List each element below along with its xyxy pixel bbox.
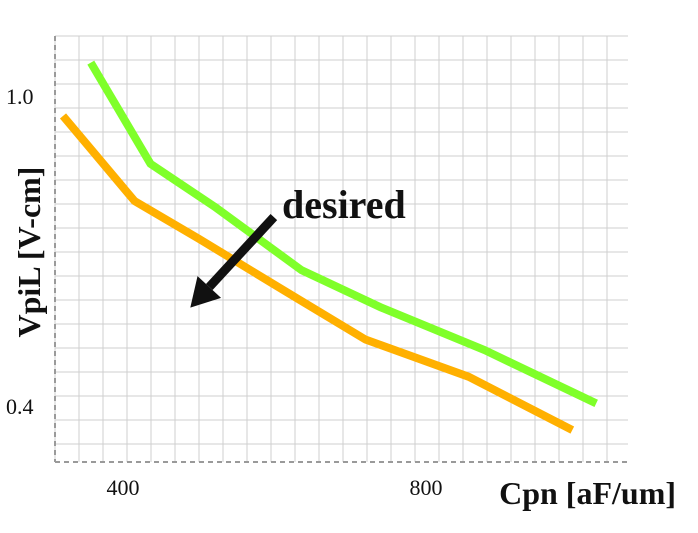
x-axis-title: Cpn [aF/um] — [499, 475, 676, 511]
desired-label: desired — [282, 182, 406, 227]
y-tick-label: 1.0 — [6, 84, 34, 109]
axis-layer — [54, 36, 628, 463]
series-layer — [59, 60, 598, 434]
desired-arrow-shaft — [205, 213, 278, 291]
y-axis-title: VpiL [V-cm] — [11, 167, 47, 338]
tick-layer: 400 800 0.4 1.0 — [6, 84, 443, 500]
x-tick-label: 800 — [410, 475, 443, 500]
annotation-layer: desired — [190, 182, 406, 308]
series-line-green — [87, 60, 598, 408]
title-layer: Cpn [aF/um] VpiL [V-cm] — [11, 167, 676, 511]
y-tick-label: 0.4 — [6, 394, 34, 419]
x-tick-label: 400 — [107, 475, 140, 500]
grid-layer — [54, 35, 628, 462]
desired-arrow-head — [190, 276, 222, 308]
series-line-orange — [59, 113, 575, 434]
